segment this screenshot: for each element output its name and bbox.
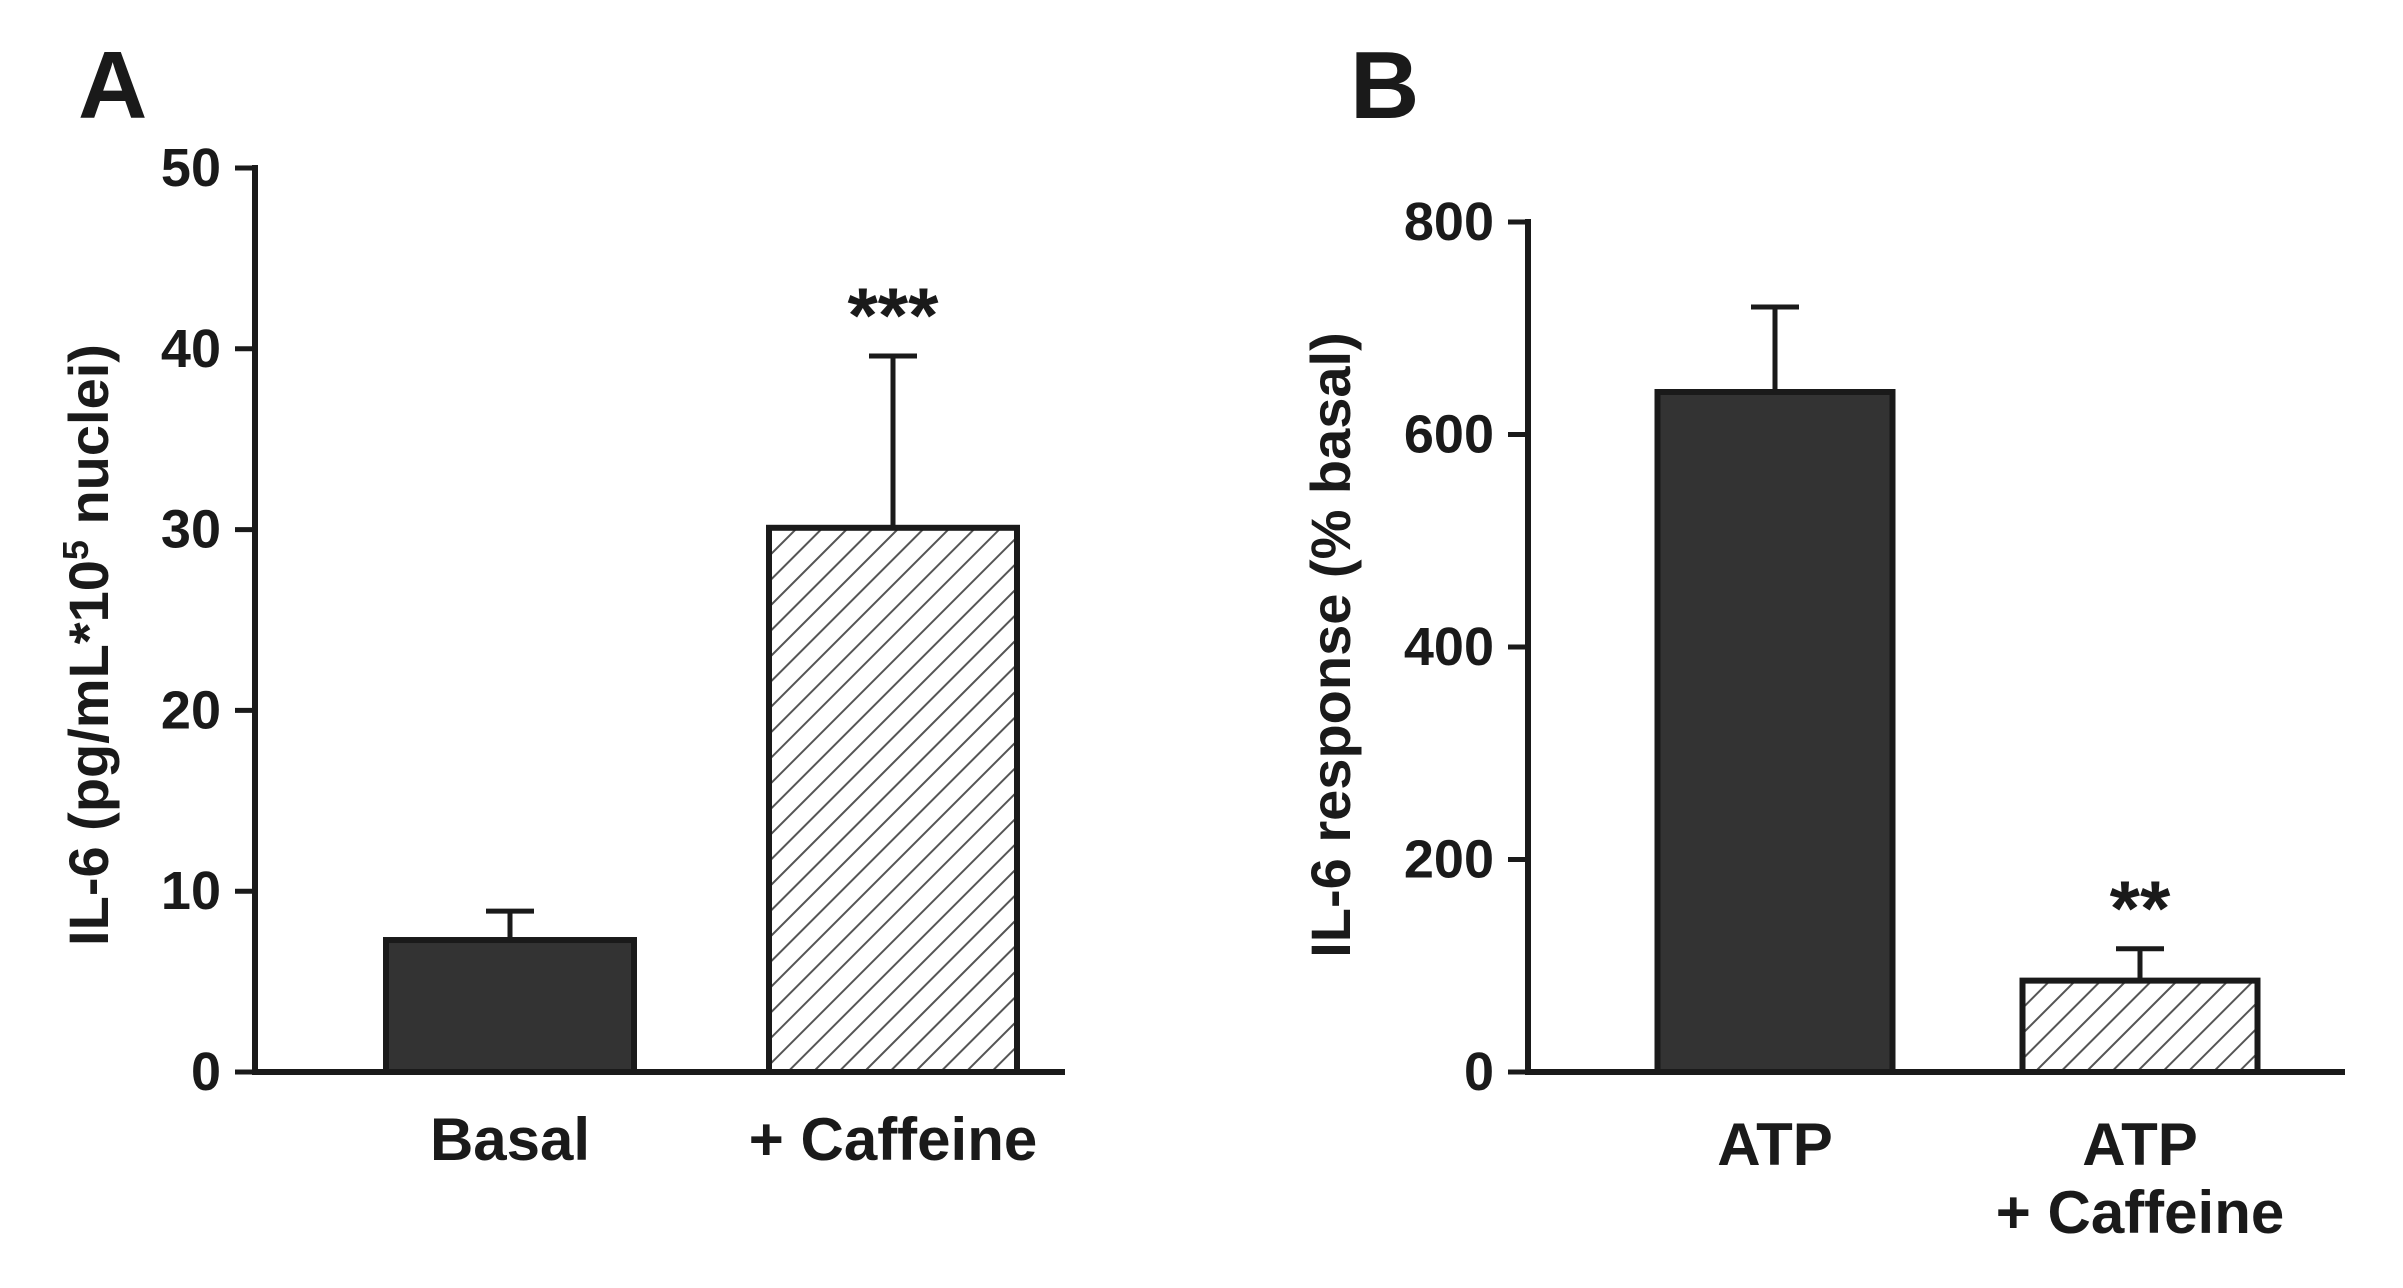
panel-a-y-label-part-2: nuclei) [57,344,120,540]
panel-a-y-tick-label-2: 20 [161,680,221,740]
panel-a-y-tick-label-3: 30 [161,500,221,560]
panel-b-category-label-0: ATP [1717,1111,1833,1178]
panel-a-y-label-part-1: IL-6 (pg/mL*10 [57,560,120,946]
panel-b-y-axis-label: IL-6 response (% basal) [1299,332,1362,958]
panel-a-y-tick-label-4: 40 [161,319,221,379]
panel-a-bars: *** [383,271,1020,1075]
panel-b-y-ticks: 0 200 400 600 800 [1404,192,1528,1102]
panel-a-y-ticks: 0 10 20 30 40 50 [161,138,255,1102]
panel-a-category-label-1: + Caffeine [749,1106,1037,1173]
panel-b-significance-1: ** [2110,864,2171,952]
panel-b-category-label-1: ATP [2082,1111,2198,1178]
panel-a: A 0 10 20 30 40 50 *** Basal + Caffeine IL-6 (… [55,32,1065,1173]
panel-b-y-tick-label-1: 200 [1404,830,1494,890]
panel-b-bar-0 [1654,389,1896,1075]
panel-a-axes: Basal + Caffeine [252,165,1065,1173]
panel-a-y-axis-label: IL-6 (pg/mL*105 nuclei) [55,344,121,946]
panel-a-y-tick-label-0: 0 [191,1042,221,1102]
panel-b-y-tick-label-0: 0 [1464,1042,1494,1102]
panel-a-letter: A [78,32,147,139]
panel-a-category-label-0: Basal [430,1106,590,1173]
panel-b-y-label-text: IL-6 response (% basal) [1299,332,1362,958]
panel-a-y-tick-label-1: 10 [161,861,221,921]
panel-a-bar-1 [766,524,1020,1075]
panel-a-bar-0 [383,937,637,1075]
panel-b-axes: ATP ATP+ Caffeine [1525,219,2345,1246]
panel-a-significance-1: *** [847,271,939,359]
panel-b-y-tick-label-2: 400 [1404,617,1494,677]
panel-b-category-label-1-line-1: + Caffeine [1996,1179,2284,1246]
panel-a-y-label-superscript: 5 [55,540,96,560]
panel-b-y-tick-label-3: 600 [1404,405,1494,465]
panel-b-y-tick-label-4: 800 [1404,192,1494,252]
panel-b-bar-1 [2019,977,2261,1075]
panel-b-bars: ** [1654,304,2261,1075]
panel-a-y-tick-label-5: 50 [161,138,221,198]
panel-b-letter: B [1350,32,1419,139]
